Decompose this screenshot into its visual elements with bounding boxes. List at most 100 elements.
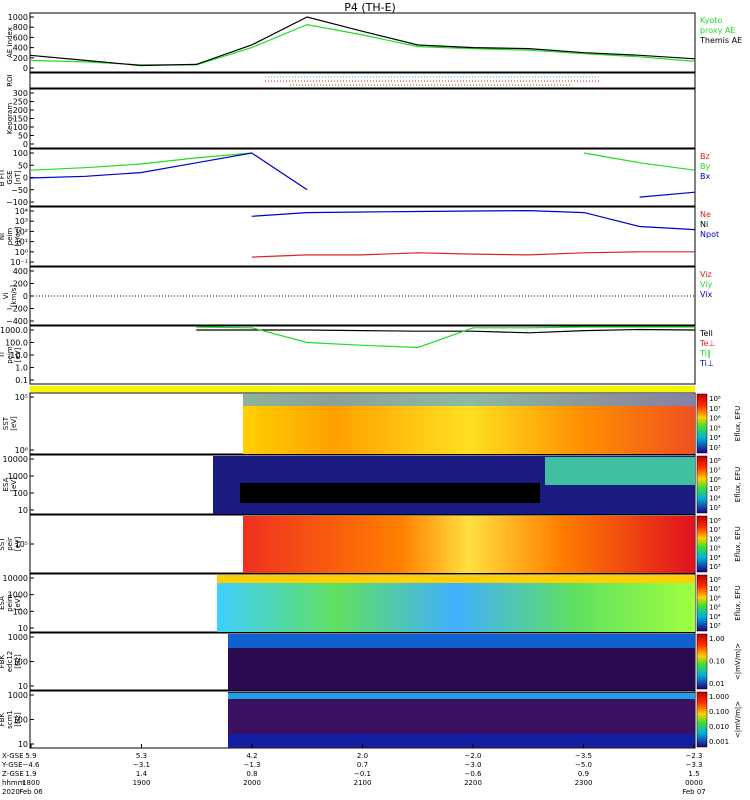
ni-tick-label: 10⁰: [15, 248, 28, 257]
xaxis-value: 1800: [22, 779, 40, 787]
sst1-colorbar-label: Eflux, EFU: [734, 406, 742, 441]
ni-tick-label: 10²: [15, 227, 28, 236]
fbk1-tick-label: 10: [18, 682, 28, 691]
ni-legend-0: Ne: [700, 210, 711, 219]
esa1-tick-label: 100: [13, 489, 28, 498]
sst2-colorbar-tick: 10⁴: [709, 554, 721, 562]
esa2-ylabel: ESApeim[eV]: [0, 594, 22, 612]
sst2-colorbar: [696, 515, 708, 573]
esa1-colorbar-tick: 10³: [709, 504, 721, 512]
fbk1-colorbar-tick: 1.00: [709, 635, 725, 643]
fbk2-colorbar: [696, 691, 708, 748]
ae-tick-label: 400: [13, 44, 28, 53]
roi-ylabel-line: ROI: [6, 74, 14, 86]
panel-ti: 1000.0100.010.01.00.1Tipeim[eV]TellTe⊥Ti…: [0, 325, 715, 385]
ti-ylabel: Tipeim[eV]: [0, 346, 22, 364]
vi-ylabel-line: [km/s]: [10, 285, 18, 308]
ni-tick-label: 10³: [15, 217, 28, 226]
fbk2-ylabel: FBKscm1[Hz]: [0, 710, 22, 729]
ni-ylabel: Nipeim[1/cc]: [0, 226, 22, 246]
xaxis-value: 5.9: [25, 752, 36, 760]
esa2-tick-label: 10: [18, 624, 28, 633]
esa1-colorbar: [696, 455, 708, 514]
series-bfit-2: [29, 152, 696, 171]
ae-legend-0: Kyoto: [700, 16, 722, 25]
xaxis-value: −3.0: [465, 761, 482, 769]
fbk1-colorbar-label: <|mV/m|>: [734, 643, 742, 680]
esa1-hot: [545, 457, 695, 485]
ni-ylabel-line: [1/cc]: [14, 226, 22, 246]
xaxis-value: −1.3: [244, 761, 261, 769]
sst1-band: [243, 394, 695, 406]
xaxis-value: 2100: [354, 779, 372, 787]
esa2-colorbar-tick: 10⁷: [709, 585, 721, 593]
fbk2-ylabel-line: [Hz]: [14, 712, 22, 727]
xaxis-value: 0000: [685, 779, 703, 787]
sst1-colorbar-tick: 10⁵: [709, 424, 721, 432]
bfit-ylabel-line: [nT]: [14, 170, 22, 184]
sst2-colorbar-tick: 10⁵: [709, 545, 721, 553]
esa1-tick-label: 10000: [3, 455, 28, 464]
bfit-legend-2: Bx: [700, 172, 710, 181]
sst2-colorbar-tick: 10⁷: [709, 526, 721, 534]
esa2-ylabel-line: [eV]: [14, 595, 22, 610]
ti-legend-0: Tell: [699, 329, 713, 338]
fbk2-colorbar-label: <|mV/m|>: [734, 701, 742, 738]
bfit-frame: [29, 148, 696, 207]
fbk2-tick-label: 1000: [8, 691, 28, 700]
series-ti-7: [196, 326, 695, 349]
roi-frame: [29, 72, 696, 89]
ti-ylabel-line: peim: [6, 346, 14, 364]
xaxis-value: −5.0: [575, 761, 592, 769]
vi-tick-label: 400: [13, 267, 28, 276]
fbk2-colorbar-tick: 0.100: [709, 708, 729, 716]
esa2-top: [217, 575, 695, 583]
ae-legend-2: Themis AE: [699, 36, 742, 45]
fbk2-ylabel-line: FBK: [0, 712, 6, 726]
fbk1-tick-label: 1000: [8, 633, 28, 642]
esa2-colorbar-label: Eflux, EFU: [734, 585, 742, 620]
esa2-ylabel-line: peim: [6, 594, 14, 612]
ae-tick-label: 600: [13, 33, 28, 42]
esa1-ylabel: ESA[eV]: [2, 477, 18, 492]
ti-legend-1: Te⊥: [699, 339, 715, 348]
keogram-tick-label: 100: [13, 123, 28, 132]
esa1-colorbar-tick: 10⁷: [709, 466, 721, 474]
ti-tick-label: 1000.0: [0, 326, 28, 335]
sst2-tick-label: 10⁵: [15, 540, 28, 549]
bfit-ylabel: B FITGSE[nT]: [0, 168, 22, 186]
ti-legend-3: Ti⊥: [699, 359, 714, 368]
esa2-colorbar-tick: 10³: [709, 622, 721, 630]
ti-frame: [29, 325, 696, 385]
esa2-colorbar: [696, 574, 708, 632]
vi-tick-label: −400: [6, 317, 28, 326]
esa1-colorbar-tick: 10⁶: [709, 476, 721, 484]
bfit-ylabel-line: GSE: [6, 170, 14, 184]
xaxis-value: 0.7: [357, 761, 368, 769]
fbk2-colorbar-tick: 0.001: [709, 738, 729, 746]
sst1-colorbar-tick: 10⁴: [709, 434, 721, 442]
xaxis-value: 0.8: [246, 770, 257, 778]
bfit-tick-label: 0: [23, 174, 28, 183]
xaxis-value: −0.6: [465, 770, 483, 778]
keogram-tick-label: 250: [13, 98, 28, 107]
xaxis-row-label: Z-GSE: [2, 770, 24, 778]
ti-tick-label: 0.1: [15, 376, 28, 385]
xaxis-value: Feb 06: [19, 788, 43, 796]
keogram-tick-label: 0: [23, 140, 28, 149]
esa1-ylabel-line: ESA: [2, 477, 10, 491]
fbk2-colorbar-tick: 1.000: [709, 693, 729, 701]
xaxis-value: 2000: [243, 779, 261, 787]
bfit-legend-0: Bz: [700, 152, 710, 161]
xaxis-value: 2300: [575, 779, 593, 787]
esa1-colorbar-tick: 10⁸: [709, 457, 721, 465]
bfit-legend-1: By: [700, 162, 710, 171]
xaxis-value: 0.9: [578, 770, 589, 778]
esa1-colorbar-label: Eflux, EFU: [734, 467, 742, 502]
